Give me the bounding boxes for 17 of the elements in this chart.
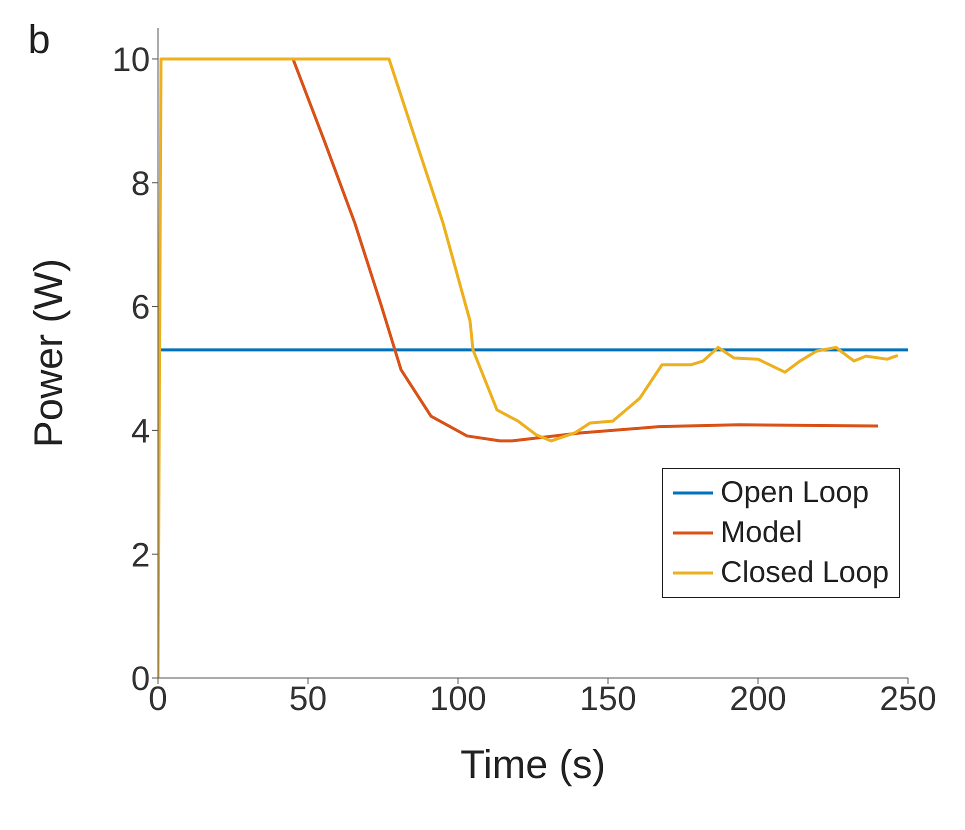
legend-label: Open Loop [720,475,869,511]
y-tick-label: 4 [131,412,150,450]
text: b [28,18,50,63]
x-tick-label: 100 [430,680,486,718]
y-tick-label: 10 [112,41,150,80]
y-tick-label: 8 [131,164,150,203]
x-tick-label: 250 [880,680,936,718]
x-tick-label: 50 [289,680,327,718]
x-axis-title: Time (s) [460,743,606,787]
line-series [158,57,900,678]
legend-label: Model [720,515,802,551]
y-tick-label: 6 [131,288,150,327]
y-tick-label: 2 [131,536,150,574]
x-tick-label: 150 [580,680,636,718]
legend-label: Closed Loop [720,555,889,591]
y-axis-title: Power (W) [27,258,72,448]
x-tick-label: 200 [730,680,786,718]
